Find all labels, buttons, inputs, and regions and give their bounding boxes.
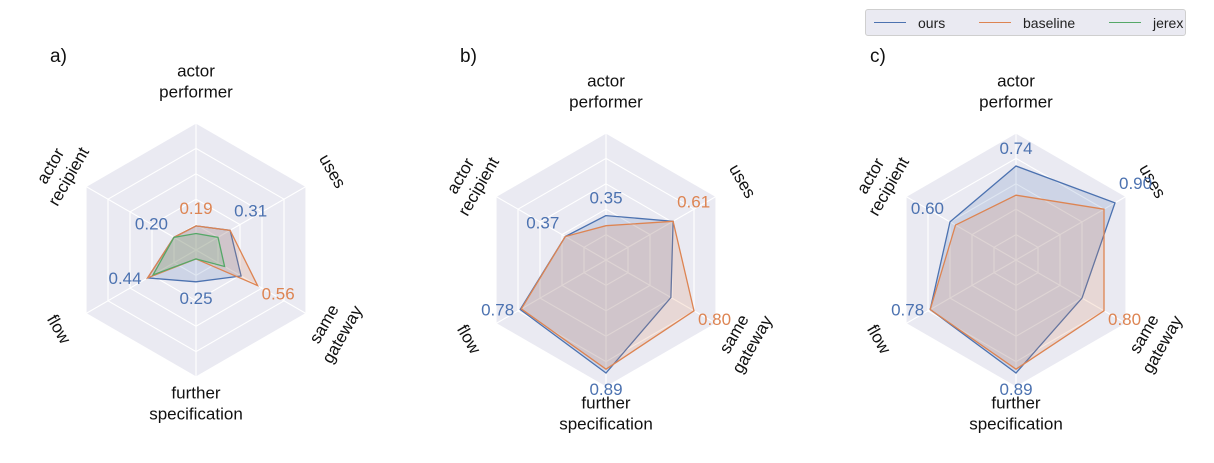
grid-spoke — [85, 186, 197, 251]
legend-entry-ours: ours — [874, 15, 979, 31]
axis-label-3: further specification — [149, 384, 243, 424]
axis-label-line: flow — [453, 321, 485, 357]
value-label-1: 0.90 — [1119, 174, 1152, 193]
grid-spoke — [605, 259, 717, 324]
axis-label-2: samegateway — [300, 291, 367, 366]
axis-label-3: further specification — [559, 394, 653, 434]
axis-label-3: further specification — [969, 394, 1063, 434]
grid-spoke — [1015, 259, 1127, 324]
axis-label-line: actor — [587, 72, 625, 91]
axis-label-line: performer — [159, 83, 233, 102]
series-jerex-area — [151, 232, 226, 277]
panel-label: b) — [460, 46, 477, 67]
legend: ours baseline jerex — [865, 9, 1186, 36]
axis-label-0: actor performer — [979, 72, 1053, 112]
grid-spoke — [195, 249, 307, 314]
value-label-1: 0.61 — [677, 192, 710, 211]
axis-label-line: specification — [969, 415, 1063, 434]
value-label-3: 0.89 — [999, 380, 1032, 399]
value-label-4: 0.78 — [481, 301, 514, 320]
axis-label-1: uses — [725, 161, 759, 202]
axis-label-1: uses — [315, 151, 349, 192]
value-label-0: 0.74 — [999, 139, 1032, 158]
value-label-4: 0.44 — [109, 269, 142, 288]
axis-label-line: uses — [315, 151, 349, 192]
axis-label-line: actor — [997, 72, 1035, 91]
axis-label-0: actor performer — [569, 72, 643, 112]
panel-label: c) — [870, 46, 886, 67]
value-label-0: 0.19 — [179, 199, 212, 218]
panel-label: a) — [50, 46, 67, 67]
grid-spoke — [195, 186, 307, 251]
grid-spoke — [905, 259, 1017, 324]
axis-label-line: flow — [863, 321, 895, 357]
legend-entry-baseline: baseline — [979, 15, 1109, 31]
value-label-3: 0.89 — [589, 380, 622, 399]
grid-spoke — [905, 196, 1017, 261]
axis-label-line: actor — [177, 62, 215, 81]
grid-spoke — [85, 249, 197, 314]
grid-spoke — [1015, 196, 1127, 261]
grid-spoke — [495, 196, 607, 261]
axis-label-line: further — [991, 394, 1040, 413]
grid-spoke — [605, 196, 717, 261]
series-ours-area — [929, 165, 1116, 374]
series-baseline-area — [929, 194, 1105, 370]
axis-label-line: specification — [559, 415, 653, 434]
series-baseline-area — [520, 220, 695, 370]
axis-label-5: actorrecipient — [436, 143, 503, 219]
legend-line-ours-icon — [874, 22, 906, 23]
radar-panel-1: actor performer uses samegateway further spec… — [26, 46, 367, 424]
grid-spoke — [495, 259, 607, 324]
axis-label-line: specification — [149, 405, 243, 424]
value-label-1: 0.31 — [234, 201, 267, 220]
value-label-5: 0.37 — [526, 214, 559, 233]
value-label-5: 0.60 — [911, 199, 944, 218]
value-label-5: 0.20 — [135, 214, 168, 233]
legend-line-jerex-icon — [1109, 22, 1141, 23]
axis-label-5: actorrecipient — [26, 133, 93, 209]
value-label-4: 0.78 — [891, 301, 924, 320]
axis-label-line: performer — [979, 93, 1053, 112]
legend-label-baseline: baseline — [1023, 14, 1076, 31]
axis-label-4: flow — [863, 321, 895, 357]
legend-label-jerex: jerex — [1153, 14, 1184, 31]
axis-label-line: further — [581, 394, 630, 413]
legend-line-baseline-icon — [979, 22, 1011, 23]
axis-label-4: flow — [453, 321, 485, 357]
axis-label-0: actor performer — [159, 62, 233, 102]
axis-label-4: flow — [43, 311, 75, 347]
value-label-2: 0.80 — [698, 310, 731, 329]
value-label-3: 0.25 — [179, 289, 212, 308]
value-label-2: 0.56 — [262, 285, 295, 304]
axis-label-line: performer — [569, 93, 643, 112]
axis-label-line: uses — [725, 161, 759, 202]
axis-label-line: flow — [43, 311, 75, 347]
value-label-0: 0.35 — [589, 189, 622, 208]
axis-label-5: actorrecipient — [846, 143, 913, 219]
legend-entry-jerex: jerex — [1109, 15, 1183, 31]
legend-label-ours: ours — [918, 14, 946, 31]
value-label-2: 0.80 — [1108, 310, 1141, 329]
axis-label-line: further — [171, 384, 220, 403]
